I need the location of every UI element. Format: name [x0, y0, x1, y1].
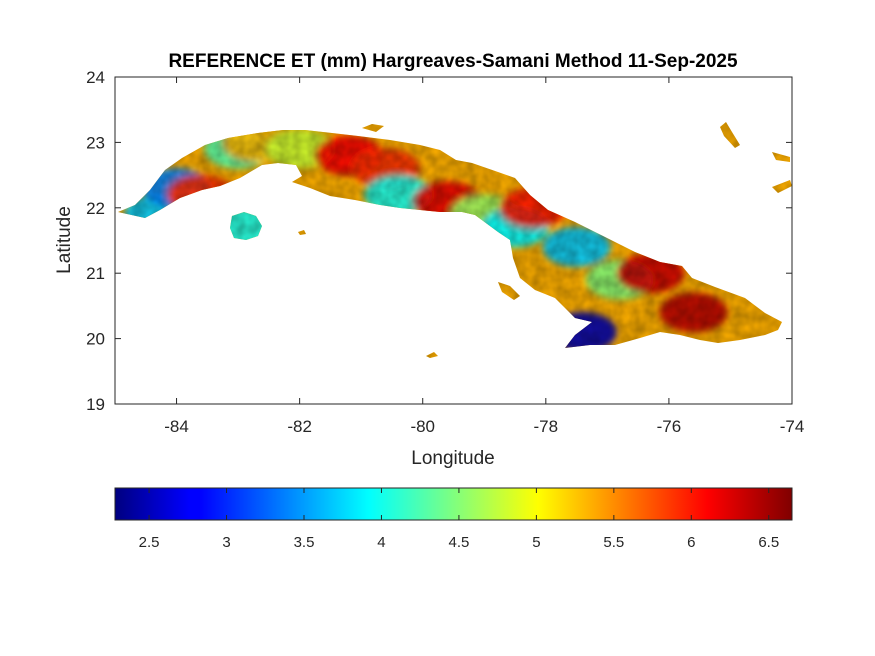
axes-box [114, 76, 793, 405]
y-axis: 19 20 21 22 23 24 [86, 68, 792, 414]
colorbar-tick-label: 4.5 [448, 534, 469, 551]
y-tick-label: 20 [86, 330, 105, 349]
x-tick-label: -78 [534, 417, 559, 436]
colorbar-tick-label: 5.5 [603, 534, 624, 551]
colorbar-tick-label: 4 [377, 534, 385, 551]
y-tick-label: 21 [86, 264, 105, 283]
colorbar-tick-label: 2.5 [139, 534, 160, 551]
x-tick-label: -80 [410, 417, 435, 436]
colorbar [114, 487, 793, 521]
colorbar-tick-label: 5 [532, 534, 540, 551]
x-tick-label: -74 [780, 417, 805, 436]
colorbar-tick-label: 6 [687, 534, 695, 551]
x-tick-label: -84 [164, 417, 189, 436]
x-tick-label: -82 [287, 417, 312, 436]
x-axis-label: Longitude [411, 448, 494, 469]
x-axis: -84 -82 -80 -78 -76 -74 [164, 77, 804, 436]
plot-area [115, 77, 792, 404]
colorbar-tick-label: 6.5 [758, 534, 779, 551]
y-tick-label: 24 [86, 68, 105, 87]
chart-title: REFERENCE ET (mm) Hargreaves-Samani Meth… [168, 51, 738, 72]
y-axis-label: Latitude [54, 206, 75, 274]
y-tick-label: 23 [86, 133, 105, 152]
x-tick-label: -76 [657, 417, 682, 436]
colorbar-tick-label: 3 [222, 534, 230, 551]
y-tick-label: 22 [86, 199, 105, 218]
colorbar-tick-label: 3.5 [294, 534, 315, 551]
colorbar-ticks: 2.5 3 3.5 4 4.5 5 5.5 6 6.5 [139, 488, 779, 551]
y-tick-label: 19 [86, 395, 105, 414]
